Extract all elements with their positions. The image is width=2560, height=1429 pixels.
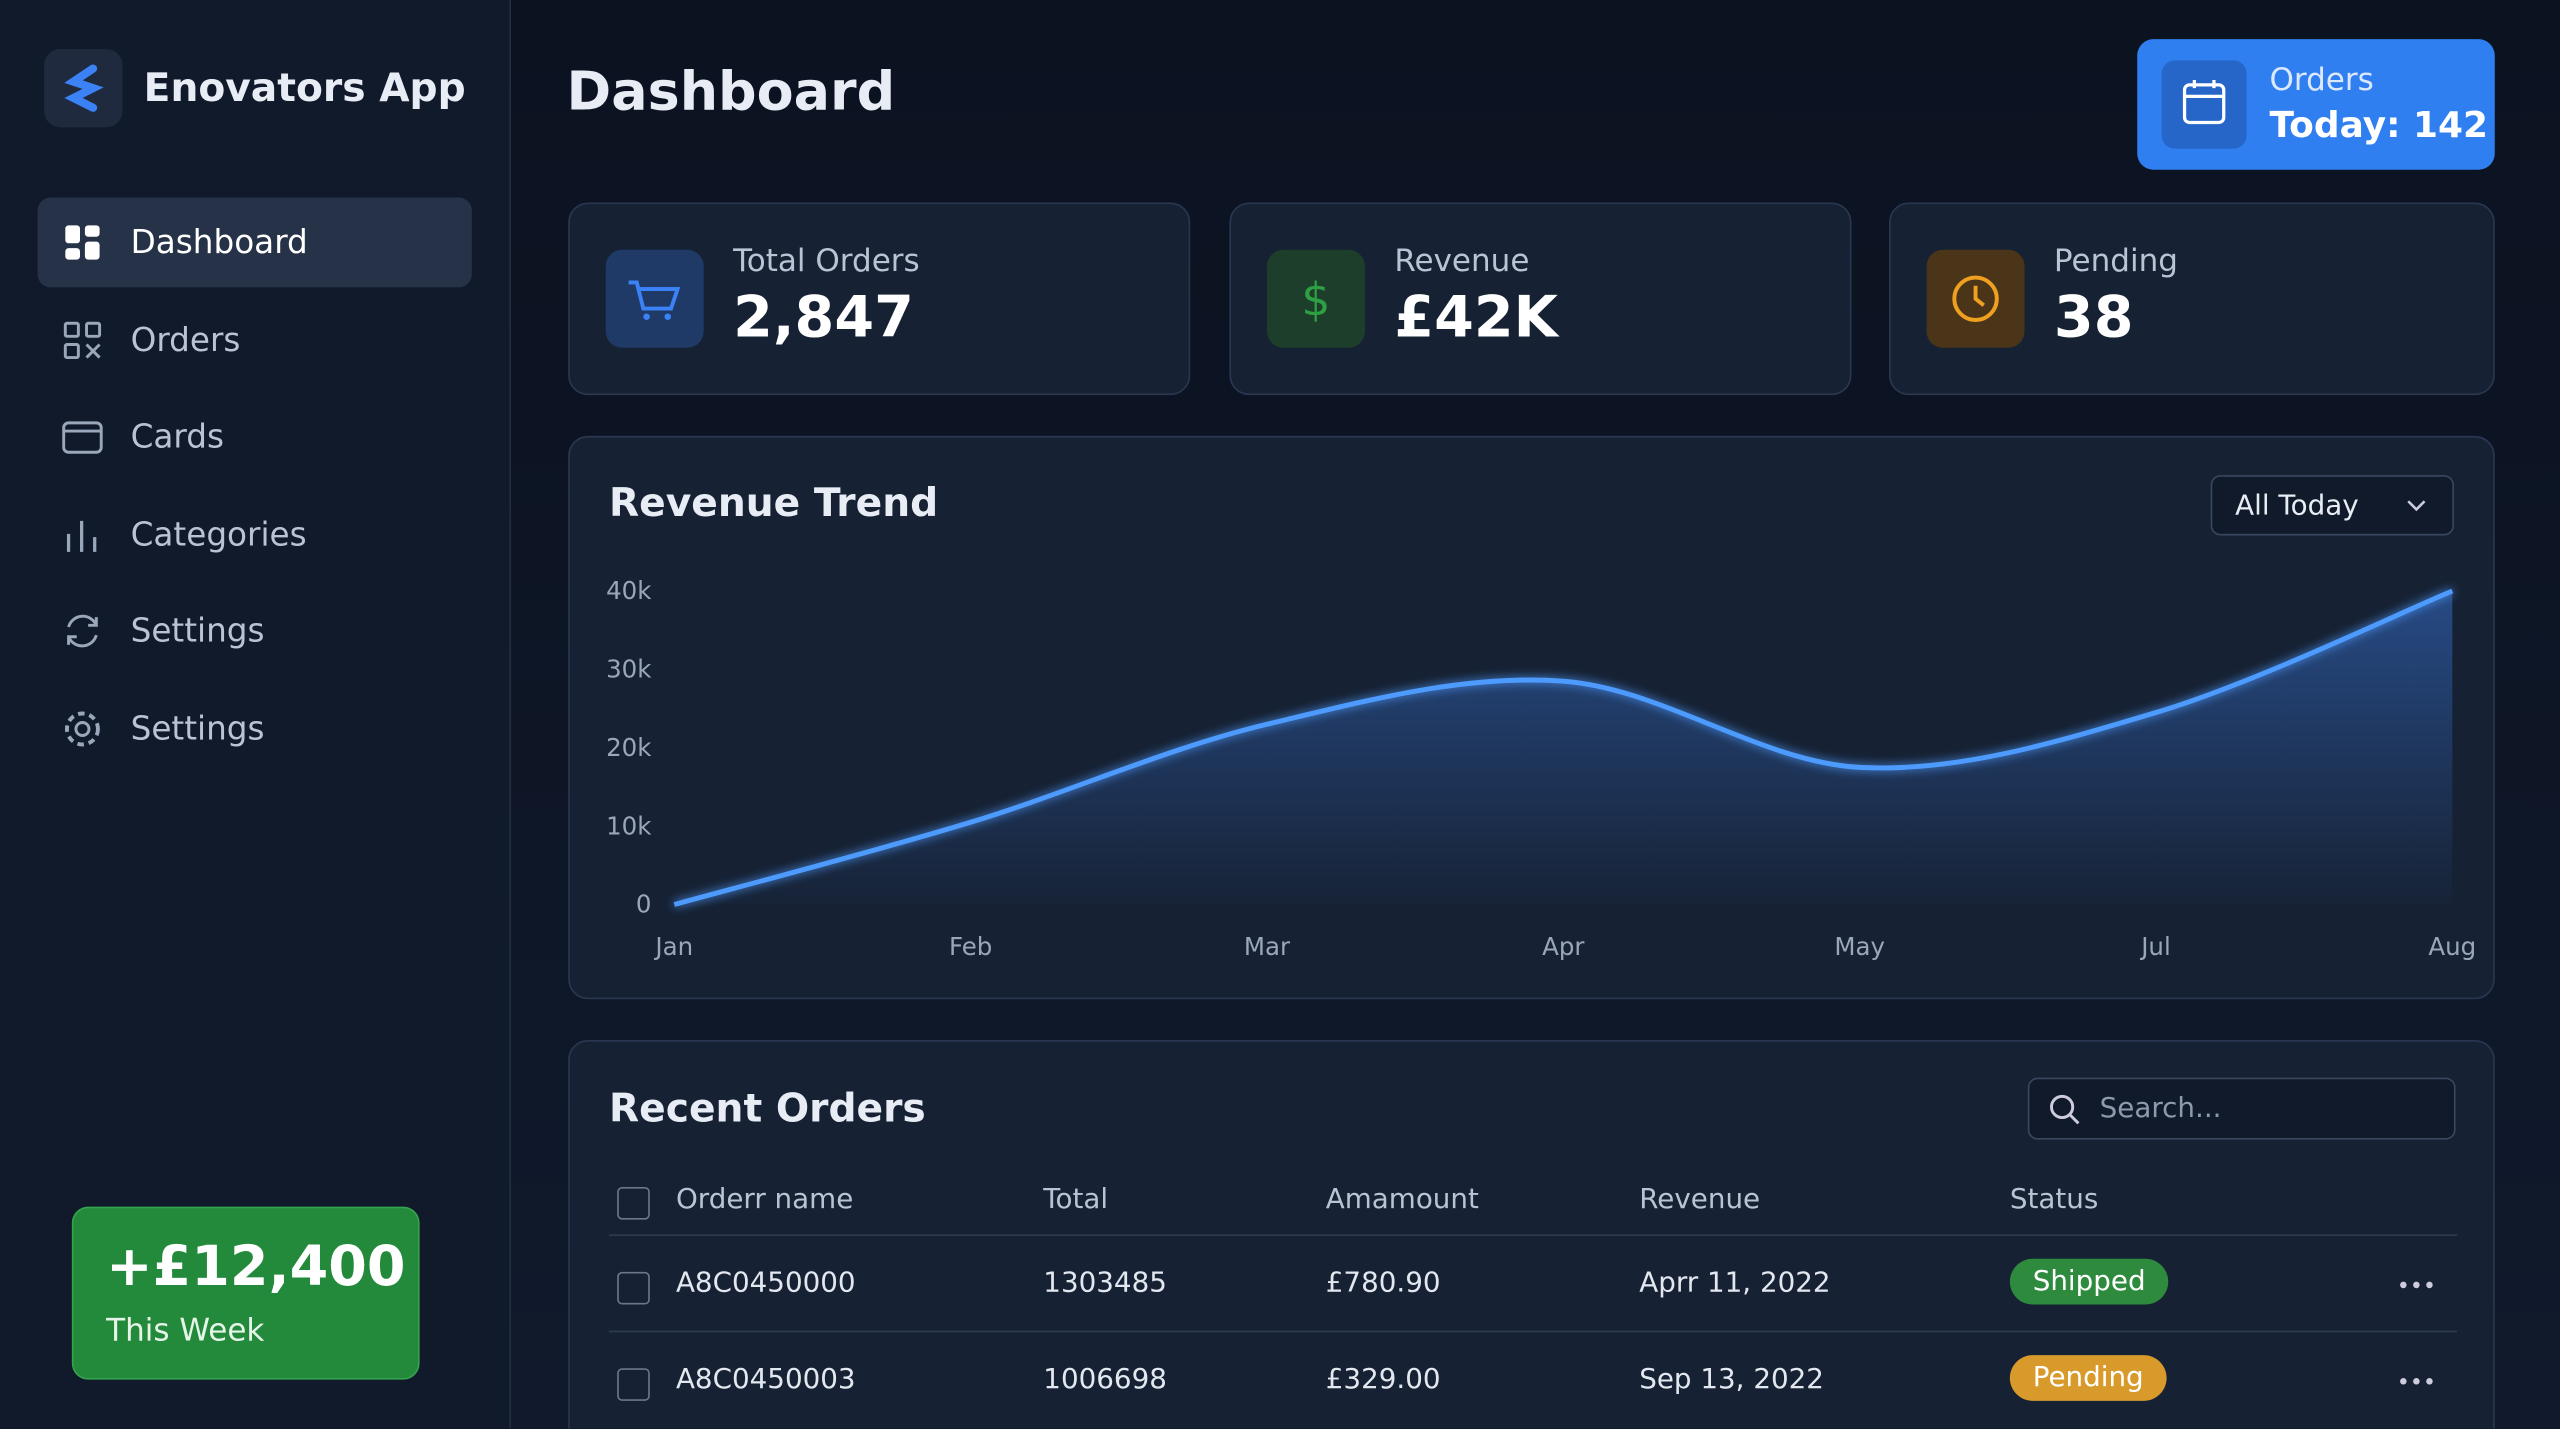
stat-icon: $ bbox=[1266, 249, 1365, 348]
chart-title: Revenue Trend bbox=[608, 480, 939, 526]
chart-card: Revenue Trend All Today bbox=[568, 435, 2495, 1000]
stat-value: £42K bbox=[1394, 285, 1558, 352]
nav-item[interactable]: Cards bbox=[38, 392, 472, 482]
checkbox[interactable] bbox=[617, 1186, 650, 1220]
promo-value: +£12,400 bbox=[106, 1234, 406, 1300]
app-name: Enovators App bbox=[143, 65, 466, 112]
search-placeholder: Search... bbox=[2099, 1092, 2222, 1125]
row-menu[interactable] bbox=[2398, 1368, 2434, 1394]
calendar-icon bbox=[2161, 60, 2247, 149]
nav-label: Orders bbox=[130, 319, 241, 359]
stat-card: $ Revenue £42K bbox=[1229, 202, 1852, 396]
x-tick-label: Jul bbox=[2139, 932, 2171, 961]
stat-icon bbox=[1926, 249, 2025, 348]
nav-item[interactable]: Dashboard bbox=[37, 197, 472, 288]
cell: A8C0450000 bbox=[675, 1266, 856, 1300]
cell: A8C0450003 bbox=[675, 1363, 856, 1396]
cell: Aprr 11, 2022 bbox=[1639, 1266, 1831, 1300]
stat-card: Total Orders 2,847 bbox=[568, 202, 1191, 396]
checkbox[interactable] bbox=[617, 1368, 650, 1401]
status-pill: Shipped bbox=[2009, 1258, 2169, 1305]
divider bbox=[608, 1330, 2458, 1333]
column-header: Total bbox=[1043, 1183, 1109, 1217]
stat-icon bbox=[605, 249, 704, 348]
x-tick-label: Feb bbox=[949, 932, 992, 961]
cell: £329.00 bbox=[1325, 1363, 1441, 1396]
stat-value: 2,847 bbox=[733, 285, 914, 352]
logo bbox=[44, 48, 123, 128]
checkbox[interactable] bbox=[617, 1271, 650, 1305]
x-tick-label: Mar bbox=[1244, 932, 1291, 961]
nav-label: Settings bbox=[130, 611, 265, 651]
x-tick-label: Aug bbox=[2428, 932, 2476, 961]
column-header: Revenue bbox=[1639, 1183, 1761, 1217]
cell: Sep 13, 2022 bbox=[1639, 1363, 1824, 1396]
stat-label: Revenue bbox=[1394, 243, 1530, 280]
x-tick-label: May bbox=[1834, 932, 1885, 961]
cell: 1006698 bbox=[1043, 1363, 1167, 1396]
svg-text:$: $ bbox=[1301, 273, 1330, 326]
nav-item[interactable]: Settings bbox=[38, 684, 472, 774]
stat-card: Pending 38 bbox=[1889, 202, 2495, 396]
line bbox=[673, 588, 2454, 907]
orders-label: Orders bbox=[2269, 62, 2374, 98]
promo-label: This Week bbox=[106, 1312, 265, 1349]
filter-dropdown[interactable]: All Today bbox=[2210, 475, 2454, 536]
x-tick-label: Jan bbox=[653, 932, 693, 961]
y-tick-label: 0 bbox=[636, 890, 652, 919]
x-tick-label: Apr bbox=[1542, 932, 1585, 961]
nav-label: Dashboard bbox=[130, 222, 308, 262]
cell: £780.90 bbox=[1325, 1266, 1441, 1300]
nav-label: Settings bbox=[130, 708, 265, 748]
y-tick-label: 30k bbox=[606, 655, 652, 684]
nav-item[interactable]: Settings bbox=[38, 587, 472, 677]
stat-label: Total Orders bbox=[733, 243, 920, 280]
nav-label: Cards bbox=[130, 416, 225, 456]
orders-value: Today: 142 bbox=[2269, 106, 2488, 147]
table-card: Recent Orders Search... Orderr name Total… bbox=[568, 1040, 2495, 1429]
cell: 1303485 bbox=[1043, 1266, 1167, 1300]
column-header: Amamount bbox=[1325, 1183, 1479, 1217]
area bbox=[674, 591, 2453, 905]
page-title: Dashboard bbox=[566, 58, 896, 123]
filter-label: All Today bbox=[2235, 489, 2359, 523]
nav-item[interactable]: Orders bbox=[38, 295, 472, 385]
column-header: Orderr name bbox=[675, 1183, 854, 1217]
promo-card: +£12,400 This Week bbox=[71, 1206, 420, 1380]
nav-item[interactable]: Categories bbox=[38, 489, 472, 579]
y-tick-label: 20k bbox=[606, 733, 652, 762]
status-pill: Pending bbox=[2009, 1355, 2167, 1401]
search-box[interactable]: Search... bbox=[2027, 1077, 2456, 1140]
y-tick-label: 40k bbox=[606, 576, 652, 605]
table-title: Recent Orders bbox=[608, 1085, 926, 1132]
y-tick-label: 10k bbox=[606, 811, 652, 840]
stat-value: 38 bbox=[2053, 285, 2134, 352]
orders-today-button[interactable]: Orders Today: 142 bbox=[2137, 39, 2495, 170]
divider bbox=[608, 1234, 2458, 1236]
row-menu[interactable] bbox=[2398, 1272, 2434, 1298]
nav-label: Categories bbox=[130, 513, 307, 554]
column-header: Status bbox=[2009, 1183, 2099, 1217]
stat-label: Pending bbox=[2053, 243, 2178, 280]
